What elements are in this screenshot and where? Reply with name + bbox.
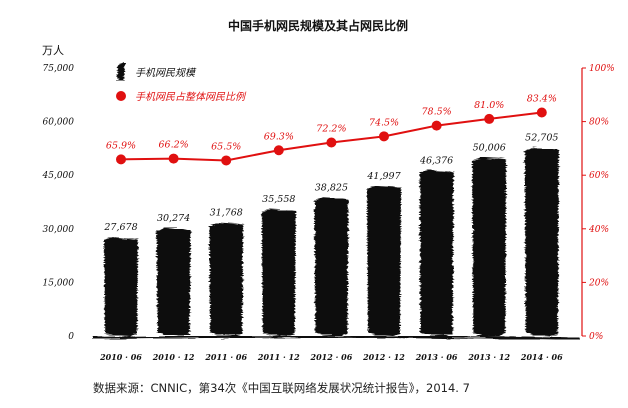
line-value-label: 69.3% [264, 131, 294, 142]
bar-series: 27,678 30,274 31,768 35,558 38,825 41,997 46,3… [103, 133, 559, 336]
y-right-tick-label: 20% [588, 278, 609, 288]
line-value-label: 83.4% [527, 93, 557, 104]
line-value-label: 74.5% [369, 117, 399, 128]
bar [314, 197, 349, 336]
y-right-ticks: 0% 20% 40% 60% 80% 100% [582, 64, 615, 342]
line-value-label: 65.9% [106, 140, 136, 151]
line-point [326, 137, 337, 148]
line-value-label: 72.2% [316, 124, 346, 135]
legend-bar-swatch [117, 62, 125, 81]
line-point [273, 145, 284, 156]
y-right-tick-label: 80% [589, 118, 609, 128]
y-left-tick-label: 30,000 [43, 225, 75, 235]
line-value-label: 65.5% [211, 141, 241, 152]
bar-value-label: 52,705 [525, 133, 558, 144]
line-value-label: 78.5% [422, 107, 452, 118]
x-tick-label: 2012 · 12 [362, 352, 405, 362]
line-point [116, 154, 126, 165]
legend-bar-label: 手机网民规模 [135, 67, 197, 79]
bar [209, 222, 244, 336]
bar-value-label: 31,768 [210, 207, 243, 218]
x-axis-baseline [91, 334, 581, 341]
x-tick-label: 2012 · 06 [310, 352, 353, 362]
x-tick-label: 2014 · 06 [520, 352, 563, 362]
bar-value-label: 46,376 [419, 155, 453, 166]
x-tick-label: 2010 · 12 [152, 352, 195, 362]
bar-value-label: 50,006 [473, 142, 506, 153]
y-right-tick-label: 60% [589, 171, 609, 181]
y-left-tick-label: 0 [68, 332, 74, 342]
bar-value-label: 30,274 [157, 213, 190, 224]
y-left-tick-label: 15,000 [43, 278, 75, 288]
y-left-tick-label: 75,000 [43, 64, 75, 74]
legend-line-swatch [116, 91, 126, 101]
bar [419, 170, 454, 336]
x-tick-label: 2010 · 06 [99, 352, 142, 362]
line-point [168, 153, 179, 164]
line-point [536, 107, 547, 118]
bar [261, 208, 296, 336]
bar [367, 185, 401, 336]
y-left-tick-label: 60,000 [43, 118, 75, 128]
baseline-stroke [91, 334, 581, 341]
y-right-tick-label: 0% [589, 332, 603, 342]
x-tick-label: 2013 · 06 [415, 352, 458, 362]
y-left-ticks: 0 15,000 30,000 45,000 60,000 75,000 [42, 64, 75, 342]
source-note: 数据来源：CNNIC，第34次《中国互联网络发展状况统计报告》，2014. 7 [93, 381, 470, 395]
bar [524, 147, 559, 336]
line-point [221, 155, 232, 166]
bar-value-label: 38,825 [315, 182, 348, 193]
percentage-line-series: 65.9% 66.2% 65.5% 69.3% 72.2% 74.5% 78.5% 81.0%… [106, 93, 557, 166]
y-left-unit-label: 万人 [42, 44, 64, 57]
line-value-label: 66.2% [159, 140, 189, 151]
legend: 手机网民规模 手机网民占整体网民比例 [116, 62, 247, 103]
bar-value-label: 27,678 [103, 222, 137, 233]
line-value-label: 81.0% [474, 100, 504, 111]
line-point [484, 113, 495, 124]
x-tick-label: 2013 · 12 [467, 352, 510, 362]
legend-line-label: 手机网民占整体网民比例 [135, 91, 247, 103]
x-ticks: 2010 · 06 2010 · 12 2011 · 06 2011 · 12 2012… [99, 352, 563, 362]
y-right-tick-label: 40% [588, 225, 609, 235]
bar [472, 157, 507, 336]
bar [156, 227, 191, 336]
bar [104, 237, 138, 336]
y-right-tick-label: 100% [589, 64, 615, 74]
line-point [431, 120, 442, 131]
bar-value-label: 41,997 [366, 171, 401, 182]
x-tick-label: 2011 · 06 [204, 352, 247, 362]
y-left-tick-label: 45,000 [42, 171, 75, 181]
x-tick-label: 2011 · 12 [257, 352, 300, 362]
chart-title: 中国手机网民规模及其占网民比例 [228, 18, 408, 33]
bar-value-label: 35,558 [262, 194, 295, 205]
line-point [379, 131, 389, 142]
